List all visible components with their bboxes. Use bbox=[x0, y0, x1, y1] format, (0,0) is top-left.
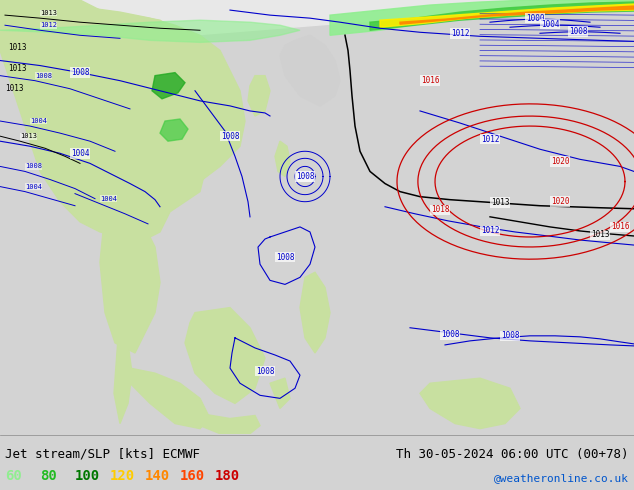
Text: 1012: 1012 bbox=[481, 135, 499, 144]
Polygon shape bbox=[100, 212, 160, 353]
Polygon shape bbox=[420, 378, 520, 429]
Text: 1008: 1008 bbox=[295, 172, 314, 181]
Polygon shape bbox=[114, 338, 132, 423]
Text: 1013: 1013 bbox=[40, 10, 57, 16]
Text: 1013: 1013 bbox=[591, 230, 609, 240]
Text: 1008: 1008 bbox=[221, 132, 239, 141]
Text: 1012: 1012 bbox=[481, 226, 499, 235]
Text: Jet stream/SLP [kts] ECMWF: Jet stream/SLP [kts] ECMWF bbox=[5, 448, 200, 461]
Text: 1008: 1008 bbox=[256, 367, 275, 376]
Text: 1013: 1013 bbox=[20, 133, 37, 139]
Text: 100: 100 bbox=[75, 469, 100, 483]
Polygon shape bbox=[175, 409, 260, 434]
Text: 120: 120 bbox=[110, 469, 135, 483]
Text: 180: 180 bbox=[214, 469, 240, 483]
Text: 1020: 1020 bbox=[551, 197, 569, 206]
Text: 1012: 1012 bbox=[40, 22, 57, 28]
Text: 1004: 1004 bbox=[30, 118, 47, 124]
Text: 1016: 1016 bbox=[611, 222, 630, 231]
Text: 1008: 1008 bbox=[71, 68, 89, 77]
Polygon shape bbox=[185, 308, 265, 403]
Polygon shape bbox=[370, 2, 634, 30]
Text: 1013: 1013 bbox=[8, 64, 27, 73]
Text: 1016: 1016 bbox=[421, 76, 439, 85]
Polygon shape bbox=[330, 0, 634, 35]
Polygon shape bbox=[160, 119, 188, 141]
Text: @weatheronline.co.uk: @weatheronline.co.uk bbox=[494, 473, 629, 483]
Text: 160: 160 bbox=[179, 469, 205, 483]
Text: 1004: 1004 bbox=[25, 184, 42, 190]
Text: 1008: 1008 bbox=[35, 73, 52, 79]
Text: 1008: 1008 bbox=[569, 27, 587, 36]
Polygon shape bbox=[0, 0, 220, 242]
Text: 1020: 1020 bbox=[551, 157, 569, 166]
Polygon shape bbox=[0, 20, 300, 42]
Text: 1008: 1008 bbox=[25, 164, 42, 170]
Text: 1004: 1004 bbox=[541, 20, 559, 29]
Text: 1008: 1008 bbox=[501, 331, 519, 341]
Text: 1012: 1012 bbox=[451, 29, 469, 38]
Text: 80: 80 bbox=[40, 469, 56, 483]
Text: 1004: 1004 bbox=[71, 149, 89, 158]
Text: 1008: 1008 bbox=[441, 330, 459, 339]
Polygon shape bbox=[380, 4, 634, 27]
Text: 140: 140 bbox=[145, 469, 170, 483]
Polygon shape bbox=[300, 272, 330, 353]
Text: 1004: 1004 bbox=[100, 196, 117, 202]
Polygon shape bbox=[125, 368, 210, 429]
Text: 1008: 1008 bbox=[276, 253, 294, 262]
Text: 1013: 1013 bbox=[5, 84, 23, 93]
Text: 1018: 1018 bbox=[430, 205, 450, 214]
Polygon shape bbox=[0, 0, 634, 50]
Text: Th 30-05-2024 06:00 UTC (00+78): Th 30-05-2024 06:00 UTC (00+78) bbox=[396, 448, 629, 461]
Polygon shape bbox=[400, 6, 634, 24]
Text: 60: 60 bbox=[5, 469, 22, 483]
Polygon shape bbox=[275, 141, 290, 176]
Polygon shape bbox=[280, 35, 340, 106]
Text: 1013: 1013 bbox=[491, 198, 509, 207]
Polygon shape bbox=[248, 75, 270, 116]
Polygon shape bbox=[0, 0, 245, 196]
Text: 1000: 1000 bbox=[526, 14, 544, 23]
Text: 1013: 1013 bbox=[8, 44, 27, 52]
Polygon shape bbox=[152, 73, 185, 99]
Polygon shape bbox=[270, 378, 290, 409]
